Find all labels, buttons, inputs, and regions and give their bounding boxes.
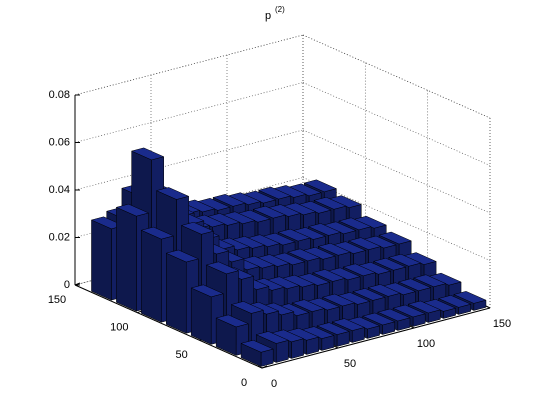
grid-line [302, 82, 491, 166]
bar-side-face [166, 252, 187, 334]
bar-top-face [321, 293, 356, 307]
bar-top-face [338, 217, 372, 231]
bar-top-face [277, 228, 312, 242]
bar-top-face [155, 187, 190, 200]
bar-top-face [361, 312, 396, 326]
bar-top-face [212, 194, 246, 207]
grid-line [302, 129, 491, 214]
grid-line [74, 34, 304, 96]
x-tick [409, 325, 415, 329]
bar-top-face [215, 314, 250, 328]
bar-top-face [313, 196, 347, 210]
bar-top-face [378, 231, 412, 245]
bar-top-face [377, 308, 411, 322]
bar-top-face [115, 203, 150, 217]
bar-top-face [437, 295, 472, 308]
y-axis [74, 284, 263, 369]
bar-top-face [392, 304, 426, 318]
bar-side-face [116, 206, 137, 312]
z-tick-label: 0.08 [49, 89, 70, 101]
bar-top-face [165, 249, 200, 263]
x-axis [261, 307, 491, 369]
bar-top-face [307, 223, 342, 236]
y-tick-label: 100 [110, 322, 128, 334]
bar-side-face [190, 287, 212, 345]
bar-top-face [190, 284, 225, 298]
bar-top-face [257, 186, 292, 200]
grid-line [74, 82, 304, 143]
bar-side-face [91, 219, 112, 301]
bar-front-face [275, 339, 289, 363]
bar-top-face [397, 278, 432, 292]
bar-top-face [352, 288, 386, 301]
bar-top-face [347, 237, 382, 250]
bar-top-face [331, 318, 366, 331]
x-tick-label: 50 [344, 358, 356, 370]
bar-top-face [312, 269, 346, 282]
bar-top-face [230, 301, 265, 314]
z-tick-label: 0.06 [49, 136, 70, 148]
bar-top-face [367, 284, 402, 297]
grid-line [302, 177, 491, 261]
y-tick-label: 50 [176, 349, 188, 361]
bar-top-face [412, 274, 447, 288]
bar-top-face [240, 339, 274, 353]
x-tick [485, 305, 491, 309]
y-tick [261, 365, 268, 369]
bar-top-face [372, 257, 407, 271]
bar-side-face [141, 229, 162, 323]
bar-top-face [287, 248, 321, 262]
y-tick [74, 282, 81, 286]
bar-top-face [255, 331, 290, 344]
z-tick-label: 0.02 [49, 231, 70, 243]
bar-top-face [342, 263, 377, 277]
bar-top-face [388, 253, 422, 267]
y-tick-label: 0 [241, 377, 247, 389]
z-tick-label: 0.04 [49, 184, 70, 196]
x-tick [257, 365, 263, 369]
bar-top-face [453, 291, 487, 304]
bar-top-face [317, 242, 352, 256]
bar [240, 339, 274, 367]
bar-top-face [291, 299, 326, 312]
bar-top-face [407, 300, 442, 314]
x-tick [333, 345, 339, 349]
bar-top-face [303, 179, 338, 193]
chart-title: p [265, 10, 271, 22]
bar-top-face [130, 147, 165, 161]
bar-top-face [252, 205, 287, 219]
x-tick-label: 100 [417, 338, 435, 350]
y-tick-label: 150 [48, 294, 66, 306]
grid-line [302, 34, 491, 119]
x-tick-label: 0 [271, 378, 277, 390]
bar-top-face [140, 226, 175, 240]
grid-line [74, 129, 304, 191]
x-tick-label: 150 [493, 318, 511, 330]
z-tick-label: 0 [64, 279, 70, 291]
bar-top-face [316, 322, 350, 335]
chart-title-superscript: (2) [275, 5, 285, 14]
bar-top-face [205, 261, 240, 275]
bar-top-face [180, 221, 215, 235]
